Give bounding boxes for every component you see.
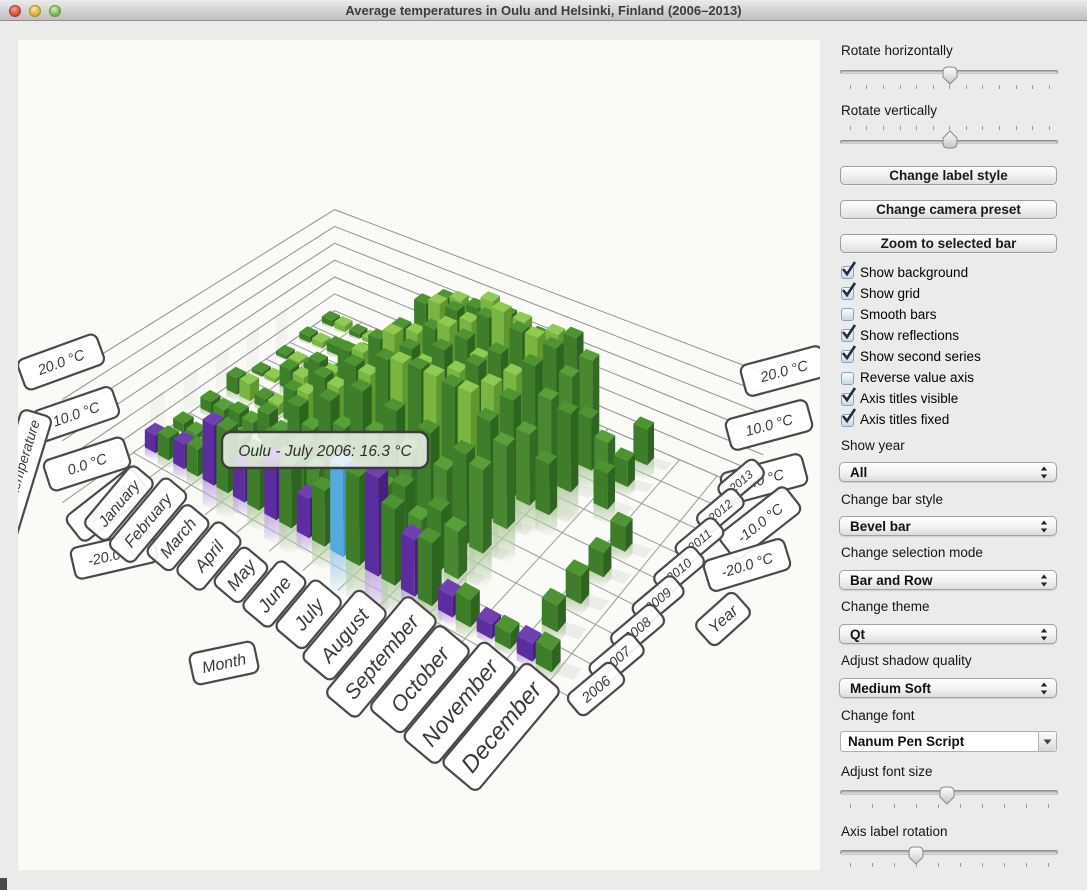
svg-text:Oulu - July 2006: 16.3 °C: Oulu - July 2006: 16.3 °C — [238, 443, 412, 460]
